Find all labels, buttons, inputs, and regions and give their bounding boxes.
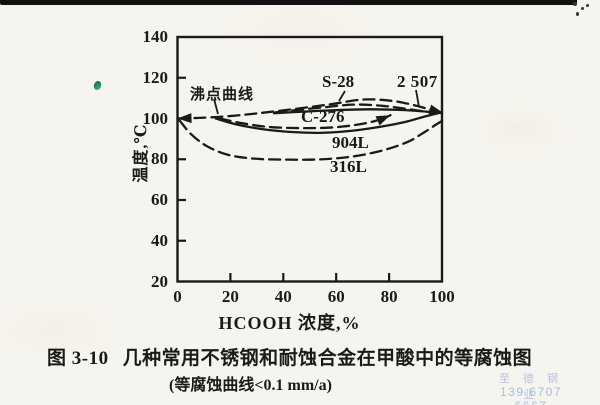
x-tick-label: 100 [429,287,455,306]
leader-line-2507 [415,89,420,108]
y-tick-label: 80 [151,149,168,169]
curve-label-316l: 316L [330,157,367,176]
arrowhead-boiling-start [177,113,192,124]
x-tick-label: 80 [380,287,398,306]
x-tick-label: 0 [173,287,182,306]
watermark-phone: 139 6707 6667 [499,385,563,405]
scan-artifact-top-bar [0,0,577,5]
curve-label-904l: 904L [332,133,369,152]
arrowhead-c276-end [375,115,391,126]
curve-label-2507: 2 507 [397,72,438,91]
y-tick-label: 60 [151,190,168,209]
leader-line-boiling [213,98,219,115]
watermark-company: 至 德 钢 业 [498,373,564,401]
curve-label-s28: S-28 [322,72,355,91]
y-tick-label: 40 [151,230,168,250]
x-tick-label: 20 [221,287,239,306]
x-tick-label: 60 [327,287,345,306]
curve-label-boiling: 沸点曲线 [190,86,255,103]
y-tick-label: 100 [142,108,169,128]
chart-generated-layer [176,76,445,282]
scan-speckle [576,12,579,16]
y-tick-label: 120 [142,67,169,87]
figure-subcaption: (等腐蚀曲线<0.1 mm/a) [169,377,332,394]
scan-speckle [586,4,589,7]
figure-number: 图 3-10 [47,348,109,369]
scan-speckle [581,7,584,10]
figure-caption-text: 几种常用不锈钢和耐蚀合金在甲酸中的等腐蚀图 [122,348,533,369]
curve-boiling [176,98,445,120]
x-tick-label: 40 [274,287,292,306]
y-tick-label: 140 [142,27,169,46]
figure-caption: 图 3-10 几种常用不锈钢和耐蚀合金在甲酸中的等腐蚀图 [47,343,532,370]
curve-904l [214,112,440,135]
scan-speckle [573,2,577,6]
leader-line-s28 [338,90,346,102]
curve-316l [178,119,444,161]
y-tick-label: 20 [151,271,168,291]
curve-label-c276: C-276 [301,107,345,126]
x-axis-title: HCOOH 浓度,% [218,313,361,333]
curve-2507 [272,108,442,115]
